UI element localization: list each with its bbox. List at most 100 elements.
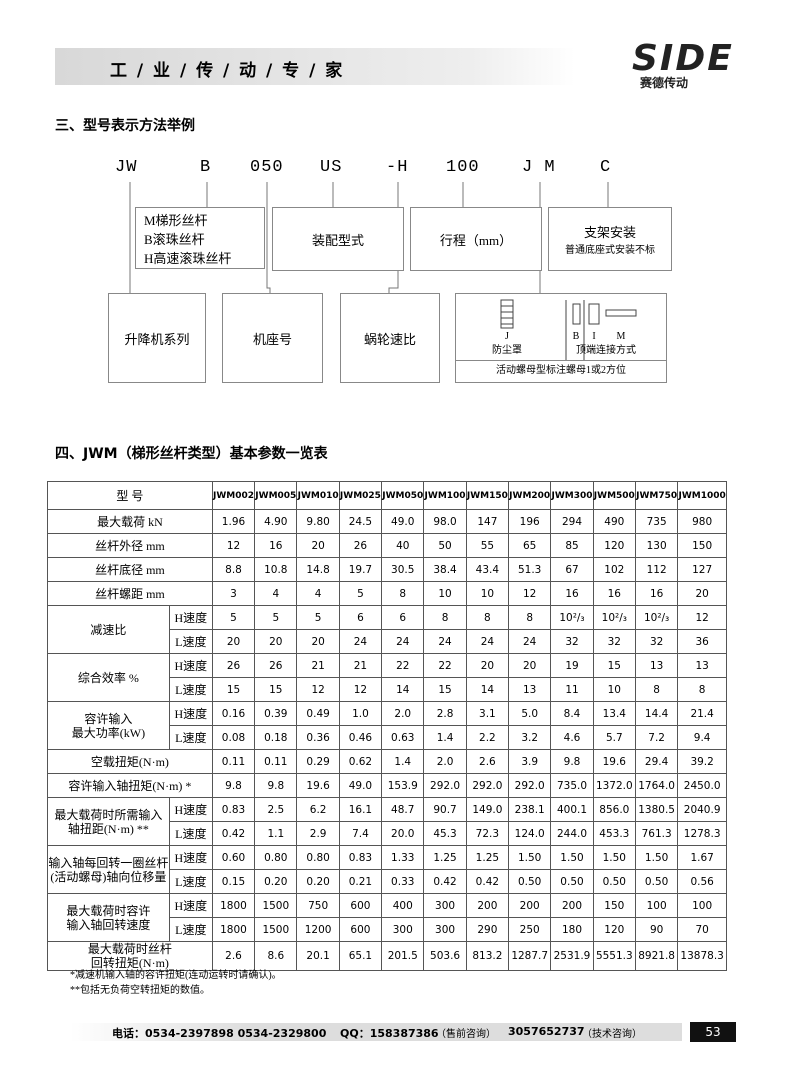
value-cell: 32	[550, 629, 594, 654]
end-label: 顶端连接方式	[576, 343, 636, 356]
value-cell: 1380.5	[634, 797, 679, 822]
box-text: 机座号	[252, 331, 292, 347]
code: J M	[522, 158, 556, 177]
value-cell: 67	[550, 557, 594, 582]
assembly-box: 装配型式	[272, 207, 404, 271]
value-cell: 1.4	[381, 749, 425, 774]
header-bar	[55, 48, 575, 85]
slogan: 工 / 业 / 传 / 动 / 专 / 家	[110, 61, 345, 81]
value-cell: 8	[465, 605, 510, 630]
code: -H	[386, 158, 409, 177]
value-cell: 3.9	[508, 749, 552, 774]
table-row: 丝杆螺距 mm 3 4 4 5 8 10 10 12 16 16 16 20	[47, 581, 727, 606]
end-code: I	[592, 331, 595, 342]
row-label: 最大载荷时容许 输入轴回转速度	[47, 893, 170, 942]
label-line: 输入轴回转速度	[66, 917, 151, 932]
value-cell: 200	[465, 893, 510, 918]
value-cell: 0.83	[211, 797, 256, 822]
value-cell: 400.1	[550, 797, 594, 822]
value-cell: 3.1	[465, 701, 510, 726]
qq-note: （售前咨询）	[436, 1029, 496, 1040]
value-cell: 36	[677, 629, 727, 654]
value-cell: 55	[465, 533, 510, 558]
value-cell: 16	[592, 581, 636, 606]
row-sub: L速度	[168, 869, 213, 894]
value-cell: 4.90	[254, 509, 298, 534]
value-cell: 0.50	[550, 869, 594, 894]
value-cell: 244.0	[550, 821, 594, 846]
value-cell: 49.0	[381, 509, 425, 534]
table-row: L速度 0.42 1.1 2.9 7.4 20.0 45.3 72.3 124.0 244.0 45…	[48, 821, 727, 846]
value-cell: 6	[381, 605, 425, 630]
value-cell: 26	[211, 653, 256, 678]
table-row: 输入轴每回转一圈丝杆 (活动螺母)轴向位移量 H速度 0.60 0.80 0.80 0.83…	[47, 845, 727, 894]
value-cell: 0.21	[338, 869, 383, 894]
value-cell: 2450.0	[677, 773, 727, 798]
value-cell: 130	[634, 533, 679, 558]
value-cell: 813.2	[465, 941, 510, 971]
value-cell: 8	[634, 677, 679, 702]
code: US	[320, 158, 343, 177]
value-cell: 238.1	[508, 797, 552, 822]
value-cell: 180	[550, 917, 594, 942]
value-cell: 12	[677, 605, 727, 630]
value-cell: 1.50	[592, 845, 636, 870]
value-cell: 24	[423, 629, 467, 654]
value-cell: 120	[592, 533, 636, 558]
value-cell: 3.2	[508, 725, 552, 750]
value-cell: 15	[423, 677, 467, 702]
label-line: 最大载荷 kN	[97, 514, 163, 529]
value-cell: 7.2	[634, 725, 679, 750]
label-line: 丝杆螺距 mm	[95, 586, 165, 601]
table-row: 最大载荷时容许 输入轴回转速度 H速度 1800 1500 750 600 400 300 200…	[47, 893, 727, 942]
table-row: L速度 1800 1500 1200 600 300 300 290 250 180 120 90 70	[48, 917, 727, 942]
value-cell: 12	[508, 581, 552, 606]
row-sub: H速度	[168, 893, 213, 918]
param-table: 型 号 JWM002 JWM005 JWM010 JWM025 JWM050 JWM100 J…	[47, 481, 727, 971]
value-cell: 65.1	[338, 941, 383, 971]
qq: QQ：158387386	[340, 1027, 439, 1040]
value-cell: 2.0	[381, 701, 425, 726]
value-cell: 200	[550, 893, 594, 918]
value-cell: 2.6	[465, 749, 510, 774]
value-cell: 10²/₃	[592, 605, 636, 630]
value-cell: 10.8	[254, 557, 298, 582]
value-cell: 0.11	[211, 749, 256, 774]
value-cell: 201.5	[381, 941, 425, 971]
logo-sub: 赛德传动	[640, 76, 689, 90]
value-cell: 20	[296, 533, 340, 558]
box-text: 支架安装	[583, 225, 636, 240]
label-line: 丝杆外径 mm	[95, 538, 165, 553]
model-cell: JWM150	[465, 481, 510, 510]
row-label: 减速比	[47, 605, 170, 654]
model-cell: JWM010	[296, 481, 340, 510]
value-cell: 90	[634, 917, 679, 942]
value-cell: 0.39	[254, 701, 298, 726]
value-cell: 49.0	[338, 773, 383, 798]
value-cell: 1.0	[338, 701, 383, 726]
row-label: 丝杆底径 mm	[47, 557, 213, 582]
row-label: 最大载荷时丝杆 回转扭矩(N·m)	[47, 941, 213, 971]
value-cell: 5	[296, 605, 340, 630]
value-cell: 2.5	[254, 797, 298, 822]
row-label: 最大载荷时所需输入 轴扭距(N·m) **	[47, 797, 170, 846]
value-cell: 5551.3	[592, 941, 636, 971]
label-line: 容许输入轴扭矩(N·m) *	[68, 778, 192, 793]
value-cell: 51.3	[508, 557, 552, 582]
value-cell: 127	[677, 557, 727, 582]
table-row: L速度 15 15 12 12 14 15 14 13 11 10 8 8	[48, 677, 727, 702]
header-row: 型 号 JWM002 JWM005 JWM010 JWM025 JWM050 JWM100 J…	[47, 481, 727, 510]
label-line: 最大载荷时容许	[66, 903, 151, 918]
value-cell: 32	[634, 629, 679, 654]
value-cell: 21.4	[677, 701, 727, 726]
model-cell: JWM200	[508, 481, 552, 510]
value-cell: 8	[677, 677, 727, 702]
table-row: L速度 0.08 0.18 0.36 0.46 0.63 1.4 2.2 3.2 4.6 5.7 7.…	[48, 725, 727, 750]
value-cell: 0.20	[296, 869, 340, 894]
value-cell: 1800	[211, 893, 256, 918]
value-cell: 20.0	[381, 821, 425, 846]
row-label: 丝杆外径 mm	[47, 533, 213, 558]
value-cell: 4	[296, 581, 340, 606]
value-cell: 0.18	[254, 725, 298, 750]
value-cell: 10	[465, 581, 510, 606]
